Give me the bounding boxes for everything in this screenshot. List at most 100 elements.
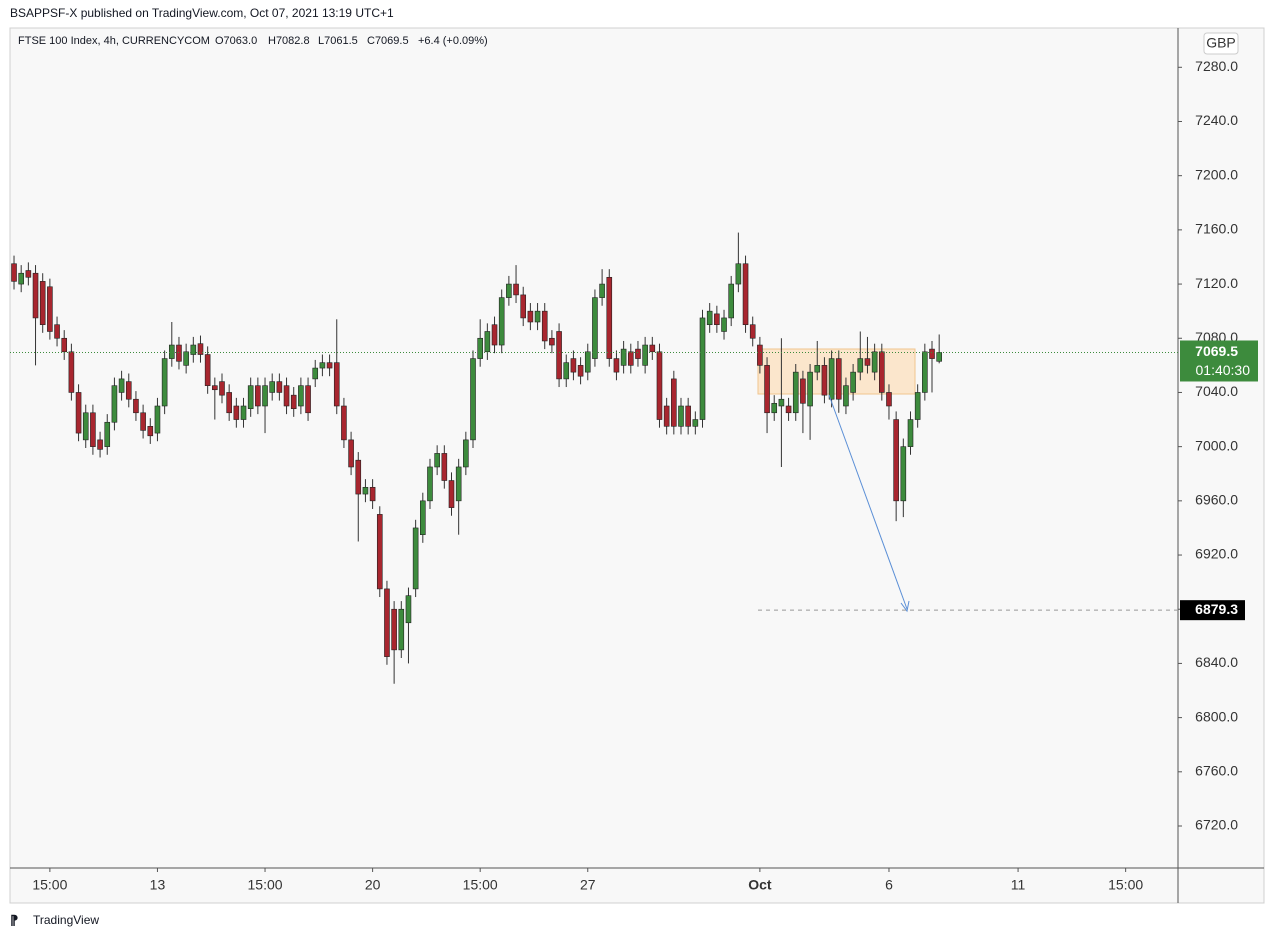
candle-body — [133, 398, 139, 414]
candle-body — [262, 385, 268, 407]
y-tick-label: 6760.0 — [1195, 763, 1238, 779]
ohlc-close: C7069.5 — [367, 35, 409, 47]
candle-body — [233, 405, 240, 420]
candle-body — [642, 344, 648, 366]
candle-body — [714, 313, 720, 326]
candle-body — [39, 281, 46, 326]
candle-body — [305, 385, 311, 414]
candle-body — [226, 392, 232, 414]
candle-body — [348, 439, 354, 468]
candle-body — [269, 381, 276, 393]
candle-body — [412, 527, 419, 590]
candle-body — [405, 595, 412, 624]
x-tick-label: 15:00 — [248, 877, 283, 893]
candle-body — [843, 385, 849, 407]
x-tick-label: 11 — [1011, 877, 1026, 893]
y-tick-label: 7120.0 — [1195, 275, 1238, 291]
y-tick-label: 7280.0 — [1195, 58, 1238, 74]
candle-body — [434, 453, 440, 468]
candle-body — [678, 405, 684, 427]
candle-body — [240, 405, 247, 420]
candle-body — [742, 263, 749, 326]
candle-body — [671, 378, 677, 427]
y-tick-label: 6960.0 — [1195, 492, 1238, 508]
y-tick-label: 6720.0 — [1195, 817, 1238, 833]
candle-body — [341, 405, 347, 441]
candle-body — [491, 324, 498, 346]
candle-body — [384, 588, 390, 657]
publisher: BSAPPSF-X published on TradingView.com, … — [10, 6, 394, 20]
candle-body — [599, 283, 605, 298]
candle-body — [749, 324, 756, 339]
candle-body — [592, 297, 598, 359]
x-tick-label: Oct — [748, 877, 772, 893]
candle-body — [255, 385, 261, 407]
candle-body — [319, 362, 326, 369]
candle-body — [97, 439, 103, 450]
candle-body — [721, 317, 727, 332]
y-tick-label: 6920.0 — [1195, 546, 1238, 562]
candle-body — [82, 412, 89, 441]
candle-body — [534, 310, 541, 323]
candle-body — [470, 358, 476, 441]
candle-body — [104, 421, 111, 447]
candle-body — [75, 392, 82, 434]
candle-body — [893, 419, 899, 502]
candle-body — [541, 310, 548, 342]
candle-body — [455, 466, 462, 502]
candle-body — [857, 358, 864, 373]
candle-body — [168, 344, 175, 359]
symbol: FTSE 100 Index, 4h, CURRENCYCOM — [18, 35, 210, 47]
candle-body — [420, 500, 426, 536]
candle-body — [161, 358, 168, 407]
candle-body — [391, 608, 397, 651]
candle-body — [11, 263, 17, 282]
candle-body — [864, 358, 871, 366]
candle-body — [685, 405, 691, 427]
candle-body — [61, 337, 68, 353]
candle-body — [90, 412, 96, 447]
currency-button[interactable] — [1203, 32, 1239, 55]
candle-body — [398, 608, 405, 651]
candle-body — [929, 348, 935, 359]
candle-body — [513, 283, 519, 296]
target-box — [1180, 600, 1245, 621]
x-tick-label: 6 — [885, 877, 893, 893]
countdown: 01:40:30 — [1196, 362, 1251, 378]
candle-body — [627, 351, 634, 366]
candle-body — [556, 331, 562, 380]
candle-body — [477, 337, 483, 359]
candle-body — [563, 362, 570, 380]
chart-panel — [9, 27, 1265, 904]
candle-body — [584, 351, 591, 373]
candle-body — [914, 392, 921, 420]
candle-body — [18, 272, 24, 285]
candle-body — [635, 348, 641, 359]
candle-body — [778, 398, 785, 407]
candle-body — [276, 381, 283, 393]
candle-body — [735, 263, 742, 285]
candle-body — [771, 402, 778, 414]
candle-body — [649, 344, 656, 353]
currency[interactable]: GBP — [1206, 35, 1236, 51]
ohlc-change: +6.4 (+0.09%) — [418, 35, 488, 47]
candle-body — [283, 385, 290, 407]
candle-body — [176, 344, 182, 362]
candle-body — [871, 351, 878, 373]
candle-body — [140, 412, 146, 431]
candle-body — [922, 351, 928, 393]
y-tick-label: 7040.0 — [1195, 383, 1238, 399]
candle-body — [333, 362, 340, 407]
candle-body — [757, 344, 763, 366]
last-price-label: 7069.5 — [1195, 343, 1238, 359]
ohlc-low: L7061.5 — [318, 35, 358, 47]
candle-body — [154, 405, 161, 434]
target-label: 6879.3 — [1195, 601, 1238, 617]
candle-body — [606, 276, 613, 359]
candle-body — [355, 459, 362, 495]
y-tick-label: 7240.0 — [1195, 112, 1238, 128]
candle-body — [907, 419, 914, 447]
candle-body — [147, 426, 154, 437]
